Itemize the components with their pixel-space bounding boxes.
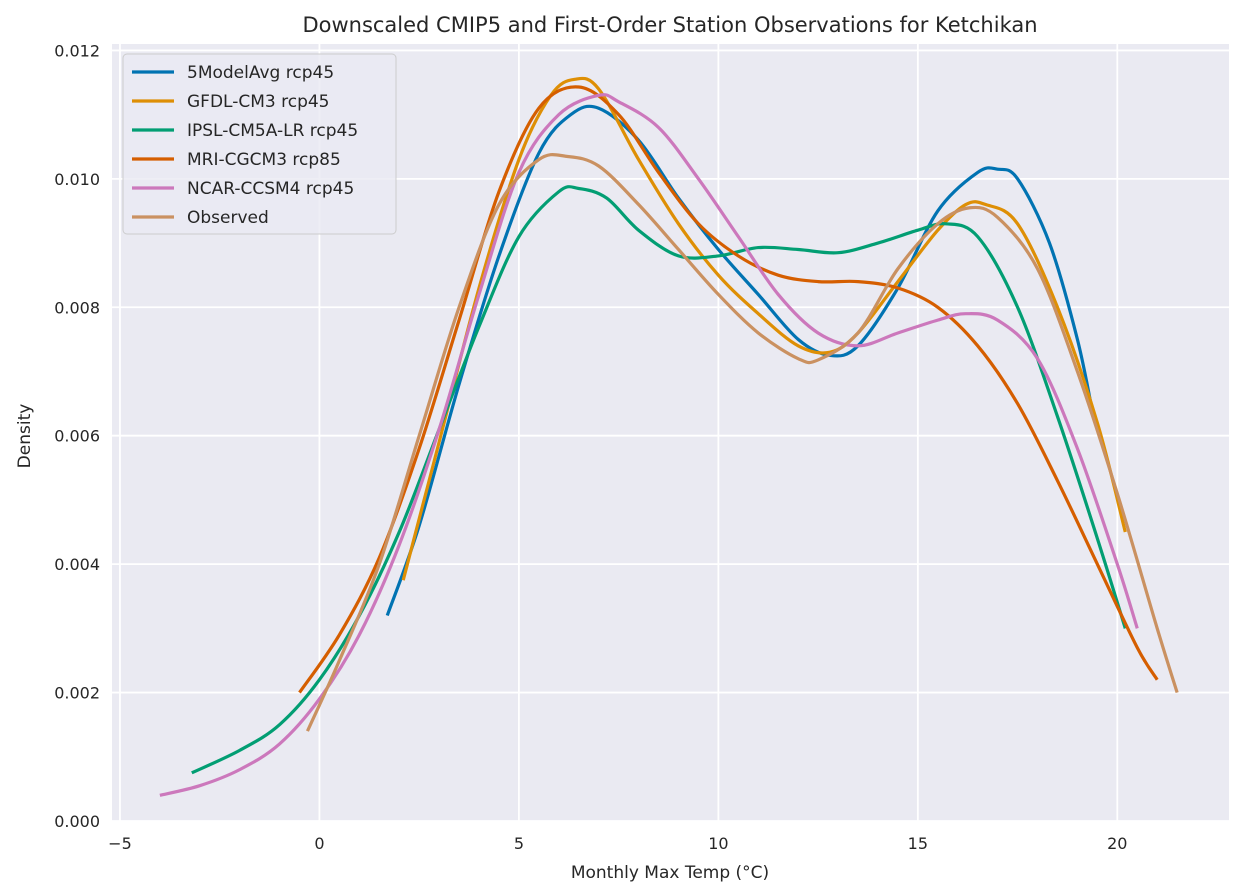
- y-axis-label: Density: [15, 404, 35, 469]
- x-axis-label: Monthly Max Temp (°C): [571, 863, 769, 883]
- y-tick-label: 0.010: [54, 170, 100, 189]
- series-line-gfdl-cm3-rcp45: [401, 76, 1127, 581]
- x-tick-label: 0: [314, 834, 324, 853]
- series-line-observed: [306, 152, 1179, 732]
- series-line-ipsl-cm5a-lr-rcp45: [191, 185, 1127, 775]
- legend-label: 5ModelAvg rcp45: [187, 63, 334, 83]
- series-line-5modelavg-rcp45: [385, 104, 1095, 617]
- series-line-ncar-ccsm4-rcp45: [159, 93, 1139, 797]
- x-tick-label: 10: [708, 834, 728, 853]
- y-tick-label: 0.008: [54, 298, 100, 317]
- x-tick-label: 20: [1107, 834, 1127, 853]
- x-tick-label: 5: [514, 834, 524, 853]
- y-tick-label: 0.006: [54, 427, 100, 446]
- legend: 5ModelAvg rcp45 GFDL-CM3 rcp45 IPSL-CM5A-L…: [122, 53, 397, 235]
- y-tick-label: 0.004: [54, 555, 100, 574]
- legend-label: Observed: [187, 208, 269, 228]
- y-tick-label: 0.000: [54, 812, 100, 831]
- x-tick-label: −5: [108, 834, 132, 853]
- chart-title: Downscaled CMIP5 and First-Order Station…: [302, 13, 1037, 37]
- y-axis-ticks: 0.000 0.002 0.004 0.006 0.008 0.010 0.012: [54, 41, 100, 831]
- legend-label: IPSL-CM5A-LR rcp45: [187, 121, 358, 141]
- y-tick-label: 0.012: [54, 41, 100, 60]
- legend-frame: [122, 53, 397, 235]
- x-tick-label: 15: [908, 834, 928, 853]
- legend-label: NCAR-CCSM4 rcp45: [187, 179, 354, 199]
- x-axis-ticks: −5 0 5 10 15 20: [108, 834, 1127, 853]
- series-line-mri-cgcm3-rcp85: [298, 85, 1159, 694]
- y-tick-label: 0.002: [54, 684, 100, 703]
- series-layer: [159, 76, 1179, 797]
- legend-label: GFDL-CM3 rcp45: [187, 92, 330, 112]
- legend-label: MRI-CGCM3 rcp85: [187, 150, 341, 170]
